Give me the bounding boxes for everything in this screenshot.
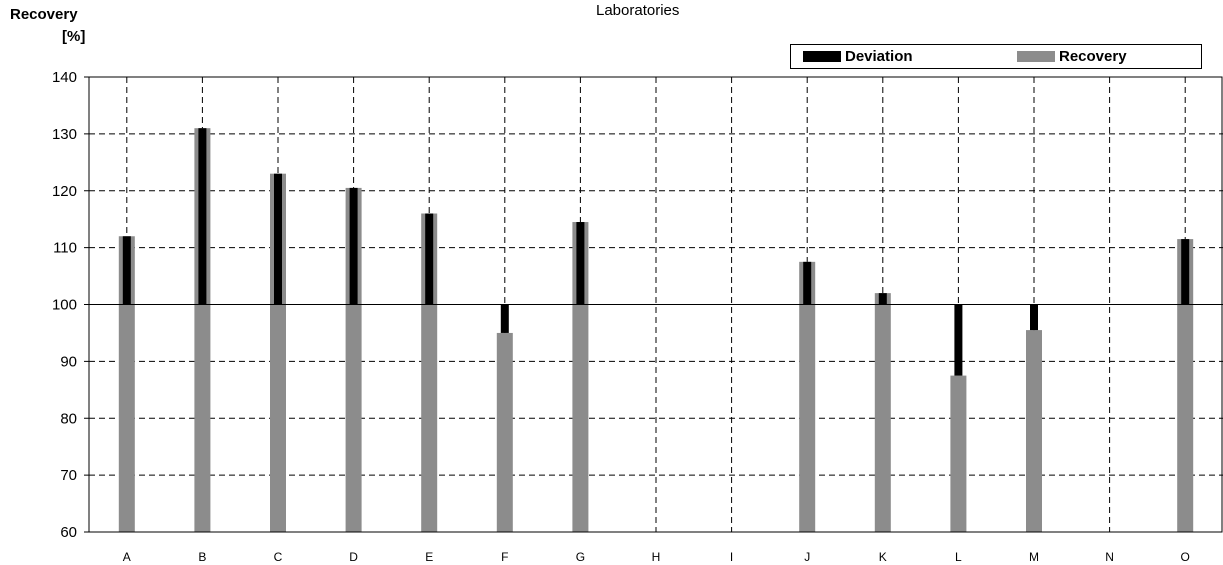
deviation-bar-E: [425, 213, 434, 305]
y-tick-label: 130: [52, 126, 77, 143]
legend: Deviation Recovery: [790, 44, 1202, 69]
deviation-bar-O: [1181, 239, 1190, 305]
recovery-bar-J: [799, 261, 816, 532]
deviation-bar-J: [803, 261, 812, 305]
y-tick-label: 70: [60, 467, 77, 484]
x-tick-labels: A B C D E F G H I J K L M N O: [123, 550, 1190, 564]
legend-swatch-deviation: [803, 50, 841, 62]
x-tick-label-K: K: [879, 550, 887, 564]
bars: [118, 128, 1194, 532]
x-tick-label-I: I: [730, 550, 733, 564]
x-tick-label-D: D: [349, 550, 358, 564]
deviation-bar-A: [122, 236, 131, 305]
x-axis-title: Laboratories: [596, 2, 680, 19]
x-tick-label-F: F: [501, 550, 508, 564]
x-tick-label-E: E: [425, 550, 433, 564]
recovery-bar-O: [1177, 239, 1194, 532]
y-tick-label: 90: [60, 353, 77, 370]
y-axis-unit: [%]: [62, 28, 86, 45]
deviation-bar-D: [349, 187, 358, 305]
deviation-bar-B: [198, 128, 207, 305]
x-tick-label-O: O: [1181, 550, 1190, 564]
deviation-bar-G: [576, 222, 585, 305]
y-tick-label: 120: [52, 183, 77, 200]
y-tick-label: 110: [53, 240, 77, 257]
deviation-bar-F: [500, 304, 509, 333]
legend-swatch-recovery: [1017, 50, 1055, 62]
x-tick-label-A: A: [123, 550, 131, 564]
y-tick-label: 100: [52, 297, 77, 314]
legend-label-recovery: Recovery: [1059, 48, 1127, 65]
plot-frame: [88, 76, 1223, 533]
x-tick-label-M: M: [1029, 550, 1039, 564]
y-tick-labels: 60 70 80 90 100 110 120 130 140: [52, 69, 89, 541]
recovery-bar-L: [950, 375, 967, 532]
recovery-bar-F: [496, 332, 513, 532]
y-tick-label: 140: [52, 69, 77, 86]
y-tick-label: 60: [60, 524, 77, 541]
legend-item-deviation: Deviation: [803, 48, 913, 65]
x-tick-label-B: B: [198, 550, 206, 564]
x-tick-label-C: C: [274, 550, 283, 564]
x-tick-label-G: G: [576, 550, 585, 564]
legend-label-deviation: Deviation: [845, 48, 913, 65]
deviation-bar-M: [1030, 304, 1038, 331]
x-tick-label-N: N: [1105, 550, 1114, 564]
x-tick-label-L: L: [955, 550, 962, 564]
legend-item-recovery: Recovery: [1017, 48, 1127, 65]
deviation-bar-K: [878, 293, 887, 305]
deviation-bar-L: [954, 304, 963, 376]
x-tick-label-H: H: [652, 550, 661, 564]
x-tick-label-J: J: [804, 550, 810, 564]
recovery-bar-M: [1026, 330, 1042, 532]
deviation-bar-C: [274, 173, 282, 305]
y-tick-label: 80: [60, 410, 77, 427]
y-axis-title: Recovery: [10, 6, 78, 23]
recovery-bar-A: [118, 236, 135, 532]
recovery-bar-K: [874, 293, 891, 532]
